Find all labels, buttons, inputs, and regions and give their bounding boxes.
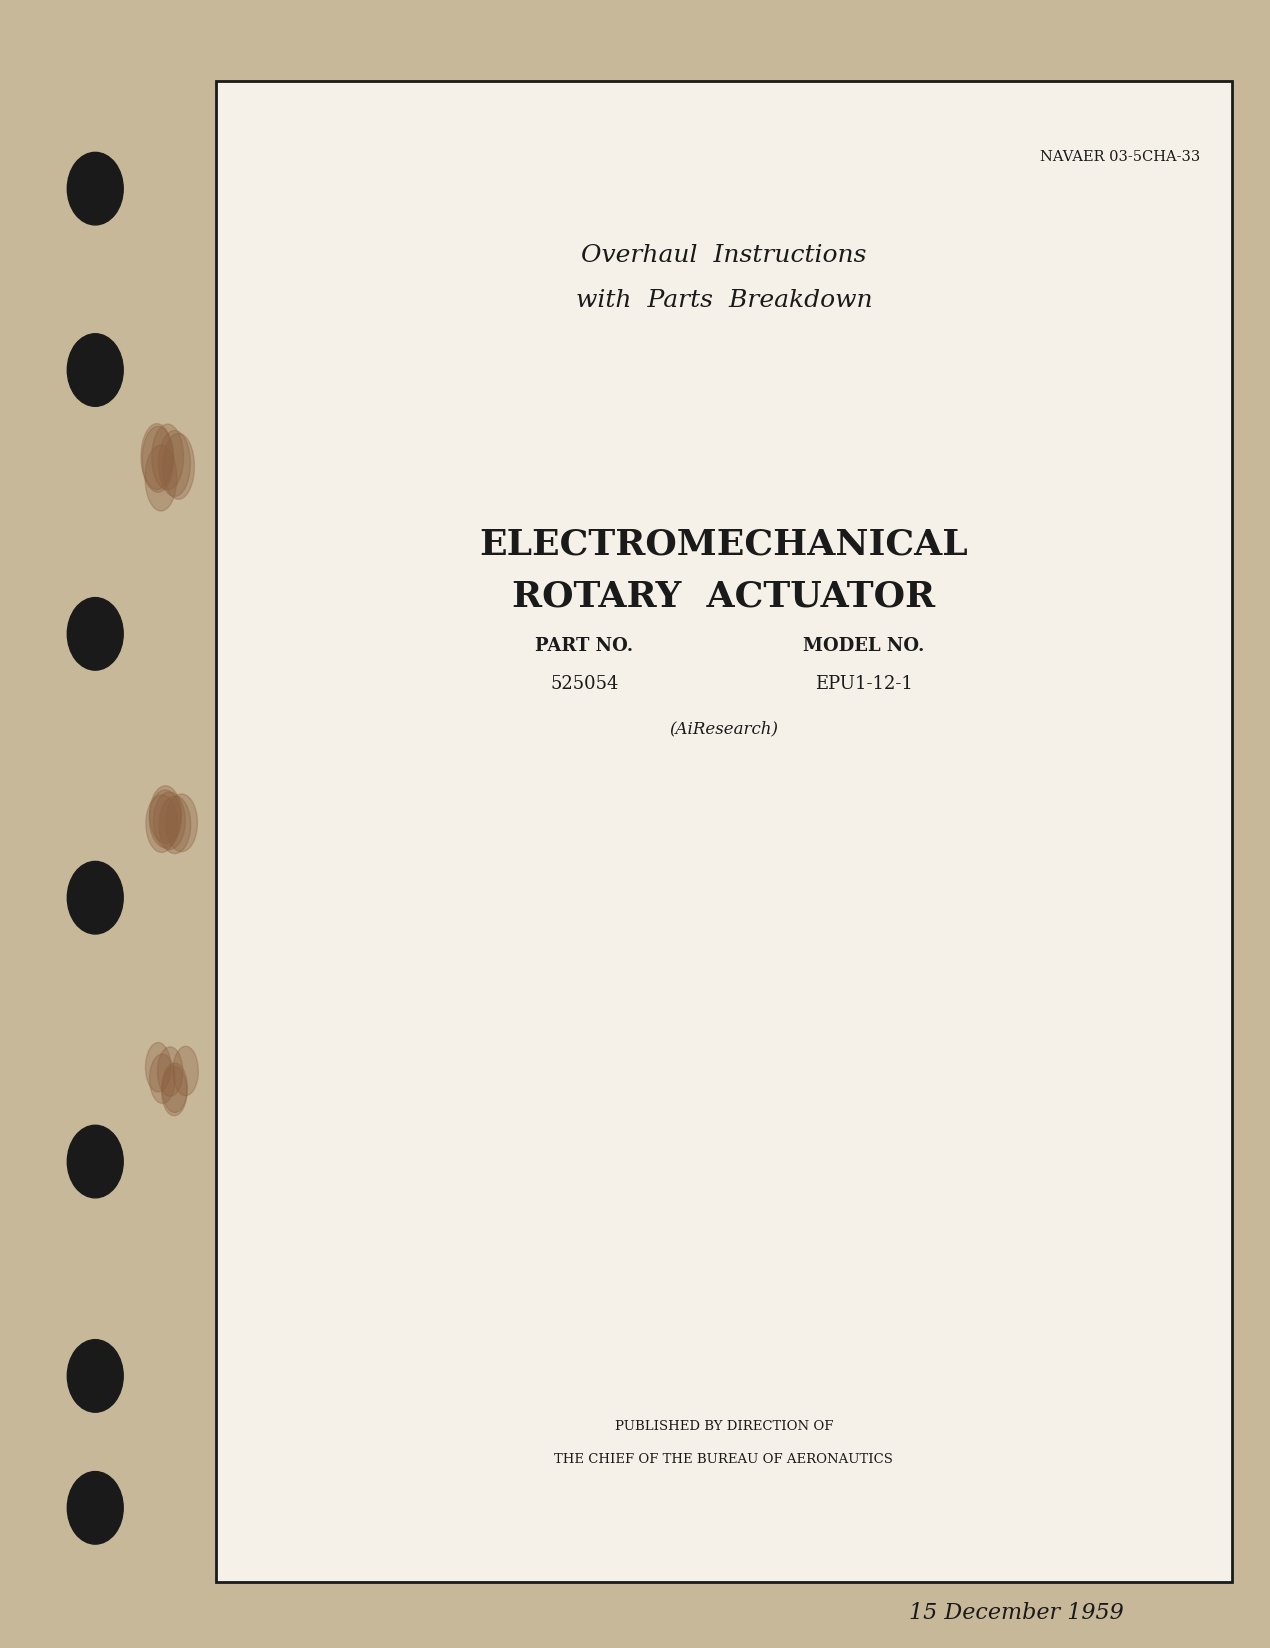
Text: PUBLISHED BY DIRECTION OF: PUBLISHED BY DIRECTION OF (615, 1419, 833, 1432)
Text: (AiResearch): (AiResearch) (669, 720, 779, 737)
Circle shape (67, 1340, 123, 1412)
Text: 15 December 1959: 15 December 1959 (908, 1600, 1124, 1623)
Text: PART NO.: PART NO. (535, 638, 634, 654)
Ellipse shape (159, 796, 190, 854)
Circle shape (67, 598, 123, 671)
Ellipse shape (146, 796, 178, 854)
Ellipse shape (159, 432, 190, 498)
Text: NAVAER 03-5CHA-33: NAVAER 03-5CHA-33 (1040, 150, 1200, 163)
Ellipse shape (161, 1066, 187, 1116)
Text: THE CHIEF OF THE BUREAU OF AERONAUTICS: THE CHIEF OF THE BUREAU OF AERONAUTICS (555, 1452, 893, 1465)
Ellipse shape (154, 793, 185, 850)
Ellipse shape (146, 1043, 171, 1093)
Text: 525054: 525054 (550, 676, 618, 692)
Ellipse shape (145, 447, 177, 513)
Ellipse shape (165, 794, 197, 852)
Circle shape (67, 1126, 123, 1198)
Ellipse shape (150, 786, 182, 844)
Circle shape (67, 1472, 123, 1544)
Text: MODEL NO.: MODEL NO. (803, 638, 925, 654)
Text: EPU1-12-1: EPU1-12-1 (814, 676, 913, 692)
Circle shape (67, 862, 123, 934)
Circle shape (67, 153, 123, 226)
Text: with  Parts  Breakdown: with Parts Breakdown (575, 288, 872, 311)
Ellipse shape (142, 427, 174, 493)
Ellipse shape (151, 425, 183, 491)
Ellipse shape (150, 1055, 175, 1104)
Ellipse shape (141, 424, 173, 489)
Ellipse shape (163, 433, 194, 499)
FancyBboxPatch shape (216, 82, 1232, 1582)
Text: Overhaul  Instructions: Overhaul Instructions (582, 244, 866, 267)
Ellipse shape (157, 1046, 183, 1096)
Text: ELECTROMECHANICAL: ELECTROMECHANICAL (480, 527, 968, 560)
Ellipse shape (173, 1046, 198, 1096)
Ellipse shape (150, 791, 182, 849)
Ellipse shape (163, 1063, 188, 1112)
Text: ROTARY  ACTUATOR: ROTARY ACTUATOR (512, 580, 936, 613)
Circle shape (67, 335, 123, 407)
